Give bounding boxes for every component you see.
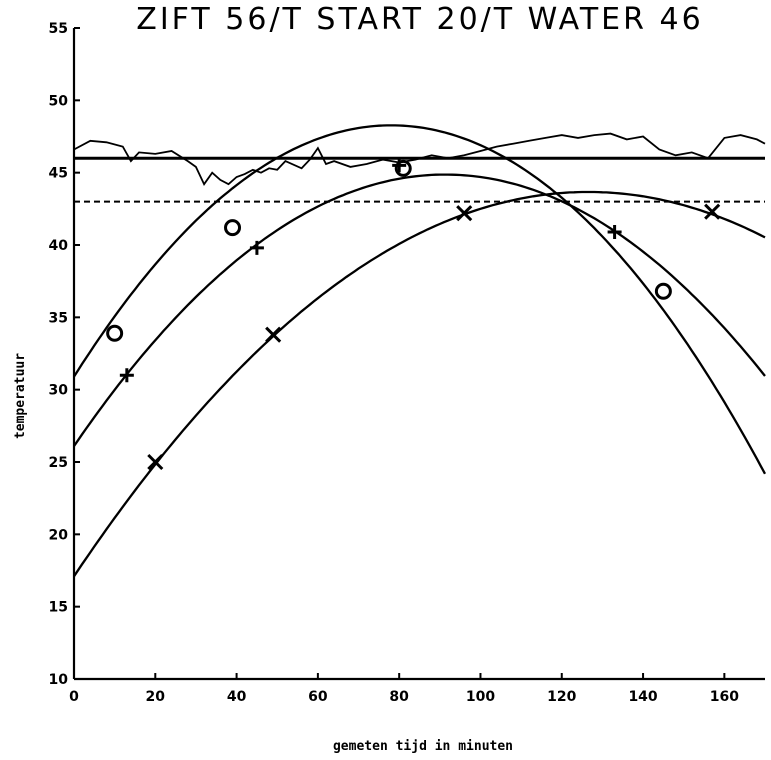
x-tick-label: 100 — [466, 689, 495, 705]
y-tick-label: 10 — [49, 672, 69, 688]
x-tick-label: 140 — [628, 689, 657, 705]
chart-title: ZIFT 56/T START 20/T WATER 46 — [136, 2, 703, 37]
x-tick-label: 160 — [710, 689, 739, 705]
x-tick-label: 40 — [227, 689, 247, 705]
series-3-curve — [73, 190, 766, 577]
x-marker — [704, 203, 721, 220]
plot-area: 10 15 20 25 30 35 40 45 50 55 0 20 40 60 80 100 120 140 16… — [49, 21, 767, 705]
y-tick-label: 15 — [49, 600, 68, 616]
x-tick-label: 20 — [146, 689, 166, 705]
x-tick-label: 80 — [389, 689, 409, 705]
y-axis-label: temperatuur — [13, 353, 28, 439]
y-tick-label: 30 — [49, 383, 69, 399]
circle-marker — [224, 219, 242, 237]
y-tick-label: 40 — [49, 238, 69, 254]
x-tick-label: 60 — [308, 689, 328, 705]
plus-marker — [249, 240, 264, 255]
x-tick-label: 0 — [69, 689, 79, 705]
y-tick-label: 20 — [49, 527, 69, 543]
circle-marker — [106, 324, 124, 342]
x-axis-label: gemeten tijd in minuten — [333, 739, 513, 754]
y-tick-label: 50 — [49, 93, 69, 109]
circle-marker — [654, 282, 672, 300]
series-1-curve — [73, 124, 767, 475]
y-tick-label: 35 — [49, 310, 68, 326]
plus-marker — [392, 158, 407, 173]
plus-marker — [607, 224, 622, 239]
circle-marker — [394, 159, 412, 177]
x-marker — [265, 326, 282, 343]
y-tick-label: 55 — [49, 21, 68, 37]
y-tick-label: 45 — [49, 166, 68, 182]
x-marker — [456, 205, 473, 222]
x-tick-label: 120 — [547, 689, 576, 705]
water-temperature-line — [73, 132, 766, 186]
plus-marker — [119, 368, 134, 383]
y-tick-label: 25 — [49, 455, 68, 471]
series-2-curve — [73, 173, 766, 447]
x-marker — [147, 453, 164, 471]
